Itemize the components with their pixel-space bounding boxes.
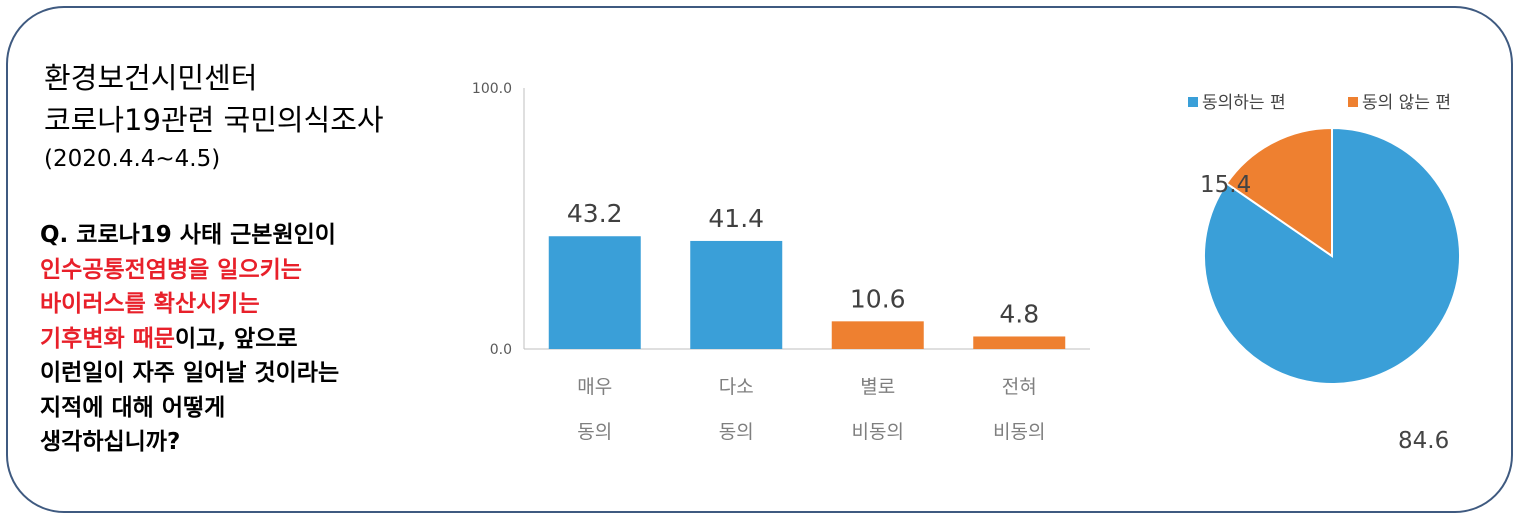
question-highlight-text: 기후변화 때문 [40, 325, 175, 352]
pie-value-label-disagree: 15.4 [1200, 172, 1252, 198]
bar-value-label: 4.8 [999, 299, 1039, 328]
pie-chart [1203, 126, 1461, 385]
legend-swatch-disagree [1348, 97, 1358, 107]
question-text: 이런일이 자주 일어날 것이라는 [40, 360, 340, 386]
question-text: 생각하십니까? [40, 429, 181, 455]
question-line: 생각하십니까? [40, 425, 339, 460]
question-line: 이런일이 자주 일어날 것이라는 [40, 356, 339, 391]
question-line: 바이러스를 확산시키는 [40, 287, 339, 322]
bar [831, 321, 924, 349]
x-tick-label: 매우 [577, 376, 612, 398]
question-line: 지적에 대해 어떻게 [40, 391, 339, 426]
x-tick-label: 동의 [719, 421, 754, 443]
legend-label-disagree: 동의 않는 편 [1362, 93, 1452, 113]
bar [548, 236, 641, 349]
question-line: 인수공통전염병을 일으키는 [40, 253, 339, 288]
question-line: Q. 코로나19 사태 근본원인이 [40, 218, 339, 253]
legend-item-disagree: 동의 않는 편 [1348, 88, 1451, 113]
pie-slice [1225, 126, 1333, 258]
bar-value-label: 43.2 [567, 199, 623, 228]
y-tick-label: 0.0 [490, 342, 512, 358]
pie-value-label-agree: 84.6 [1398, 428, 1450, 454]
panel-frame [6, 6, 1513, 513]
question-text: 이고, 앞으로 [174, 325, 298, 352]
bar-value-label: 41.4 [708, 204, 764, 233]
question-highlight-text: 바이러스를 확산시키는 [40, 291, 260, 317]
y-tick-label: 100.0 [472, 81, 512, 97]
question-text: Q. 코로나19 사태 근본원인이 [40, 222, 336, 248]
x-tick-label: 비동의 [993, 421, 1045, 443]
question-highlight-text: 인수공통전염병을 일으키는 [40, 256, 302, 283]
x-tick-label: 비동의 [852, 421, 904, 443]
survey-title: 코로나19관련 국민의식조사 [44, 103, 384, 137]
bar [690, 240, 783, 349]
x-tick-label: 동의 [577, 421, 612, 443]
question-line: 기후변화 때문이고, 앞으로 [40, 322, 339, 357]
org-title: 환경보건시민센터 [44, 61, 258, 95]
x-tick-label: 별로 [860, 376, 895, 398]
legend-item-agree: 동의하는 편 [1188, 88, 1286, 113]
x-tick-label: 전혀 [1002, 376, 1037, 398]
legend-label-agree: 동의하는 편 [1202, 93, 1286, 113]
survey-date: (2020.4.4~4.5) [44, 146, 221, 172]
x-tick-label: 다소 [719, 376, 754, 398]
legend-swatch-agree [1188, 97, 1198, 107]
bar [973, 336, 1066, 349]
question-text: 지적에 대해 어떻게 [40, 394, 226, 421]
bar-value-label: 10.6 [850, 284, 906, 313]
